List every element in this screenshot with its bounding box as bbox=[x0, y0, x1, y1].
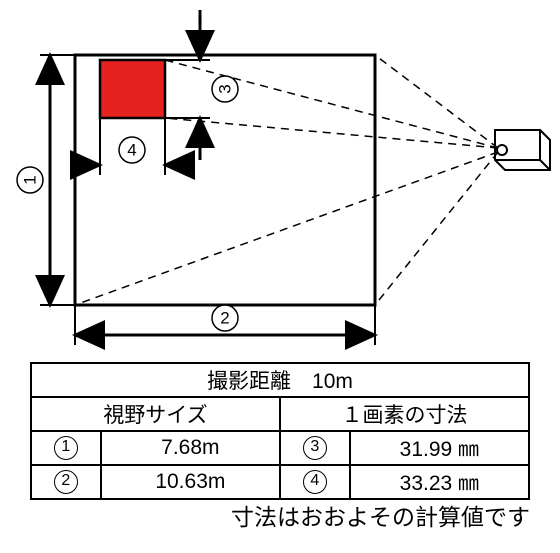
camera-icon bbox=[495, 130, 550, 170]
col-right-header: １画素の寸法 bbox=[280, 397, 529, 431]
row1-left-val: 7.68m bbox=[101, 431, 280, 465]
red-square bbox=[100, 60, 165, 118]
footnote: 寸法はおおよその計算値です bbox=[30, 498, 530, 532]
dim-3-label: 3 bbox=[216, 84, 235, 93]
row1-left-num: 1 bbox=[54, 436, 78, 460]
row2-left-num: 2 bbox=[54, 470, 78, 494]
diagram-svg: 1 2 3 4 bbox=[0, 0, 560, 360]
table-header: 撮影距離 10m bbox=[31, 363, 529, 397]
col-left-header: 視野サイズ bbox=[31, 397, 280, 431]
spec-table: 撮影距離 10m 視野サイズ １画素の寸法 1 7.68m 3 31.99 ㎜ … bbox=[30, 362, 530, 500]
dim-2-label: 2 bbox=[220, 309, 229, 328]
dim-1-label: 1 bbox=[21, 175, 40, 184]
dim-4-label: 4 bbox=[127, 141, 136, 160]
row2-right-val: 33.23 ㎜ bbox=[350, 465, 529, 499]
row1-right-val: 31.99 ㎜ bbox=[350, 431, 529, 465]
row2-right-num: 4 bbox=[303, 470, 327, 494]
row2-left-val: 10.63m bbox=[101, 465, 280, 499]
row1-right-num: 3 bbox=[303, 436, 327, 460]
